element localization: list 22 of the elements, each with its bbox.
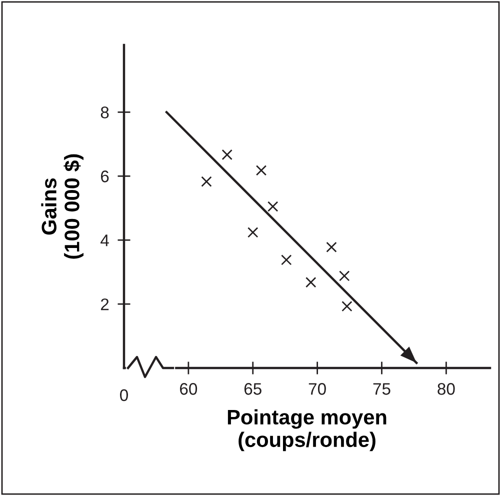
point xyxy=(326,242,337,252)
point xyxy=(342,300,352,312)
point xyxy=(248,227,258,238)
y-tick-label: 6 xyxy=(100,170,109,182)
y-axis-title: Gains (100 000 $) xyxy=(41,154,84,259)
x-axis-title: Pointage moyen (coups/ronde) xyxy=(228,409,386,452)
y-tick-label: 2 xyxy=(100,298,109,310)
x-tick-label: 60 xyxy=(180,383,198,395)
x-tick-label: 75 xyxy=(373,383,390,395)
y-tick-label: 8 xyxy=(100,106,109,118)
point xyxy=(222,149,232,160)
point xyxy=(306,276,316,288)
point xyxy=(256,165,267,176)
point xyxy=(201,176,212,187)
point xyxy=(267,201,278,212)
point xyxy=(281,254,292,266)
y-tick-label: 4 xyxy=(100,234,109,246)
text: 0 xyxy=(120,389,128,402)
x-tick-label: 70 xyxy=(308,383,326,395)
x-tick-label: 65 xyxy=(244,383,262,395)
point xyxy=(339,270,350,282)
x-tick-label: 80 xyxy=(438,383,455,395)
